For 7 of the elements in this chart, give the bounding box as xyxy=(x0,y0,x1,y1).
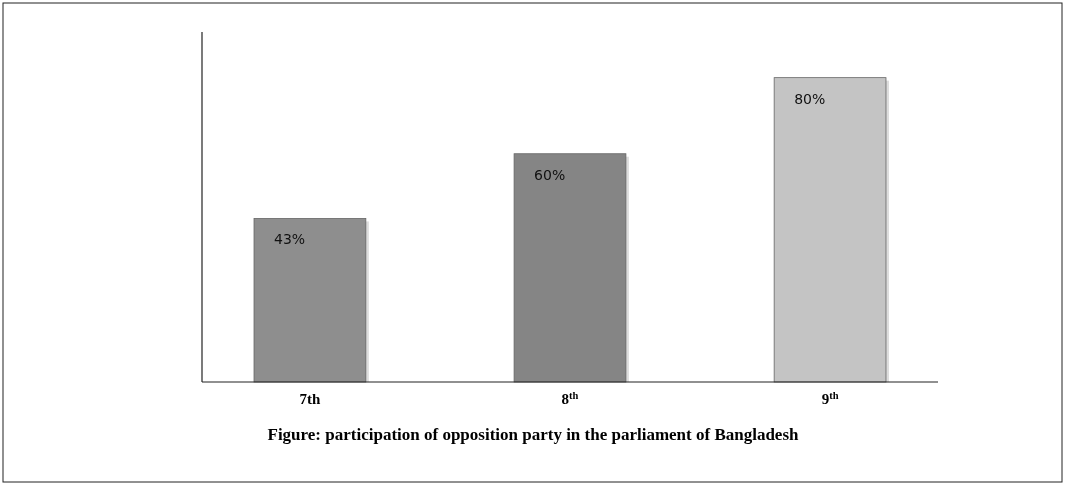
x-tick-label: 9$^{th}$ xyxy=(821,389,839,407)
data-label: 60% xyxy=(534,166,566,183)
x-tick-label: 8$^{th}$ xyxy=(561,389,579,407)
text: Figure: participation of opposition party in the parliament of Bangladesh xyxy=(267,425,800,444)
data-label: 43% xyxy=(274,231,306,248)
data-label: 80% xyxy=(794,90,826,107)
x-tick-label: 7th xyxy=(299,391,321,407)
